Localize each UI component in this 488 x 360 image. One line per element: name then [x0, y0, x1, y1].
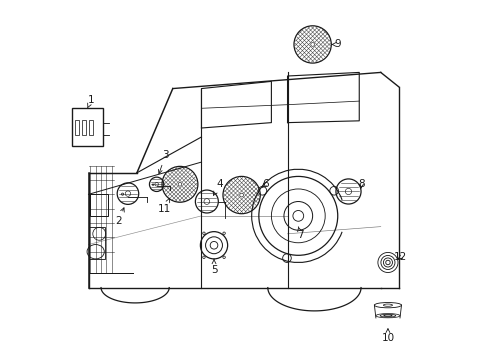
- Text: 11: 11: [158, 198, 171, 214]
- Text: 1: 1: [87, 95, 94, 108]
- Text: 6: 6: [262, 179, 268, 189]
- Text: 12: 12: [393, 252, 407, 262]
- Text: 10: 10: [381, 329, 394, 343]
- Text: 3: 3: [158, 150, 168, 174]
- Circle shape: [239, 193, 243, 197]
- Bar: [88, 120, 93, 135]
- Bar: [90, 194, 107, 216]
- Text: 8: 8: [357, 179, 364, 189]
- Text: 7: 7: [297, 227, 303, 239]
- Bar: [81, 120, 86, 135]
- Bar: [75, 120, 79, 135]
- Bar: [88, 226, 104, 259]
- Circle shape: [310, 42, 314, 46]
- Text: 2: 2: [115, 208, 124, 226]
- Circle shape: [178, 183, 182, 186]
- Text: 4: 4: [213, 179, 223, 195]
- Text: 5: 5: [210, 259, 217, 275]
- Text: 9: 9: [331, 40, 340, 49]
